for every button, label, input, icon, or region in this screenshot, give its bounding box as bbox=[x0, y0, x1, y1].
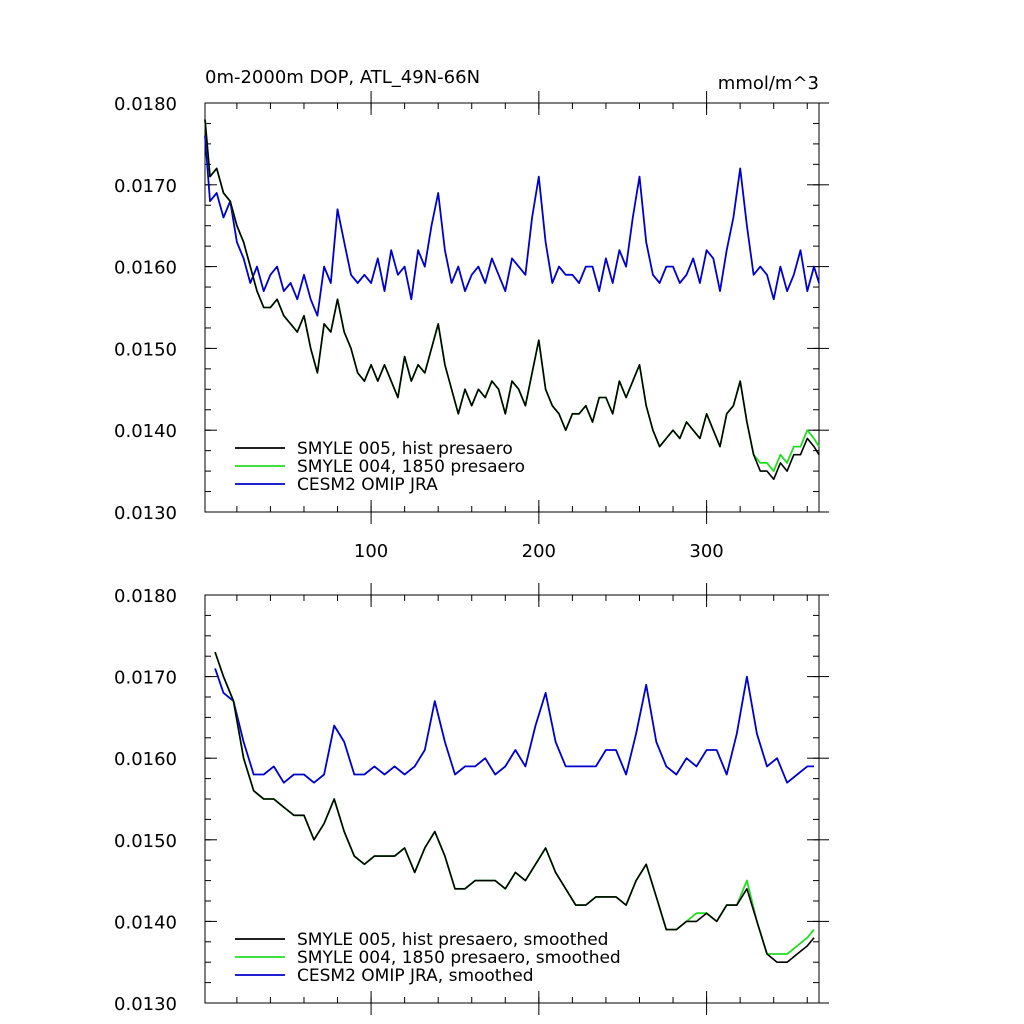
legend-label: SMYLE 004, 1850 presaero bbox=[297, 457, 525, 477]
top-panel: 100 200 300 0.0130 0.0140 0.0150 0.0160 0.0170 0… bbox=[114, 67, 829, 562]
legend-label: SMYLE 005, hist presaero bbox=[297, 439, 513, 459]
x-tick-label: 200 bbox=[522, 541, 556, 562]
chart-title: 0m-2000m DOP, ATL_49N-66N bbox=[205, 67, 480, 88]
series-line-1 bbox=[204, 119, 820, 473]
y-tick-label: 0.0130 bbox=[114, 994, 177, 1015]
legend-label: CESM2 OMIP JRA, smoothed bbox=[297, 966, 534, 986]
legend-label: SMYLE 004, 1850 presaero, smoothed bbox=[297, 948, 621, 968]
y-tick-label: 0.0160 bbox=[114, 749, 177, 770]
y-tick-label: 0.0160 bbox=[114, 258, 177, 279]
series-line-0 bbox=[214, 651, 815, 964]
y-tick-label: 0.0150 bbox=[114, 339, 177, 360]
units-label: mmol/m^3 bbox=[718, 73, 819, 94]
y-tick-label: 0.0140 bbox=[114, 912, 177, 933]
series-line-2 bbox=[214, 668, 814, 784]
y-tick-label: 0.0140 bbox=[114, 421, 177, 442]
y-tick-label: 0.0130 bbox=[114, 503, 177, 524]
x-tick-label: 100 bbox=[354, 541, 388, 562]
y-tick-label: 0.0170 bbox=[114, 176, 177, 197]
series-line-0 bbox=[204, 119, 820, 481]
legend-label: SMYLE 005, hist presaero, smoothed bbox=[297, 930, 608, 950]
y-tick-label: 0.0180 bbox=[114, 94, 177, 115]
y-tick-label: 0.0170 bbox=[114, 668, 177, 689]
legend-label: CESM2 OMIP JRA bbox=[297, 475, 438, 495]
y-tick-label: 0.0180 bbox=[114, 586, 177, 607]
series-line-2 bbox=[204, 135, 820, 317]
y-tick-label: 0.0150 bbox=[114, 831, 177, 852]
x-tick-label: 300 bbox=[689, 541, 723, 562]
bottom-panel: 0.0130 0.0140 0.0150 0.0160 0.0170 0.0180 SMYL… bbox=[114, 583, 829, 1015]
